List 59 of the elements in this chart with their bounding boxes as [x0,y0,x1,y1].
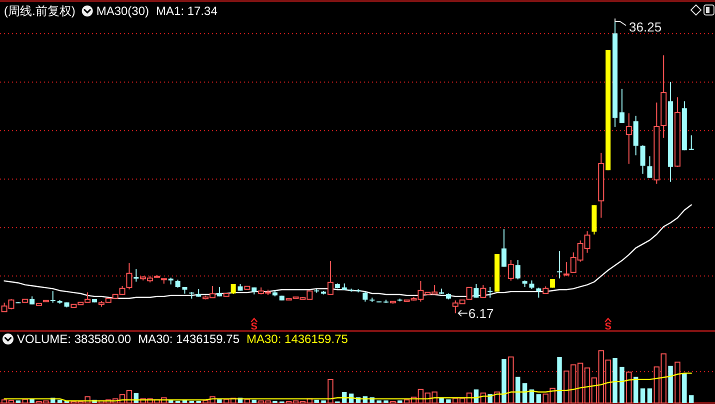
bar [57,400,62,403]
bar [516,376,520,403]
candlestick [688,134,694,150]
bar [398,400,402,403]
bar [314,400,319,403]
candlestick [50,290,56,304]
candlestick [134,268,139,282]
text: VOLUME: 383580.00 [17,332,132,346]
candlestick [362,291,368,302]
bar [612,358,618,403]
bar [321,400,326,403]
bar [682,373,687,403]
bar [626,372,632,404]
candlestick [626,112,632,164]
bar [182,400,188,403]
candlestick [501,228,506,268]
candlestick [647,156,652,178]
candlestick [230,284,236,294]
annotation: 36.25 [629,20,662,34]
text: MA30(30) [96,4,150,18]
candlestick [515,260,520,280]
bar [16,400,21,403]
candlestick [327,260,334,295]
bar [620,366,624,403]
bar [633,376,638,403]
candlestick [474,284,479,298]
text: MA30: 1436159.75 [138,332,240,346]
bar [376,400,382,403]
bar [328,378,334,404]
candlestick [563,262,570,276]
candlestick [216,286,222,297]
candlestick [536,287,542,298]
bar [502,359,506,403]
text: MA1: 17.34 [156,4,218,18]
text: S [250,322,258,332]
candlestick [640,144,646,174]
bar [647,388,652,403]
bar [557,356,562,403]
candlestick [508,260,514,282]
candlestick [619,88,624,124]
bar [536,394,542,403]
candlestick [126,262,132,290]
bar [668,366,673,403]
candlestick [488,286,493,298]
bar [384,400,388,403]
candlestick [480,284,486,298]
bar [446,399,451,403]
text: S [604,322,612,332]
bar [522,383,528,403]
bar [674,362,680,404]
chart-title: (周线.前复权) [4,4,76,18]
candlestick [557,250,562,279]
annotation: 6.17 [468,306,494,322]
bar [689,395,694,403]
bar [217,399,222,403]
text: MA30: 1436159.75 [246,332,348,346]
bar [252,400,256,403]
bar [640,388,646,403]
bar [508,356,514,404]
